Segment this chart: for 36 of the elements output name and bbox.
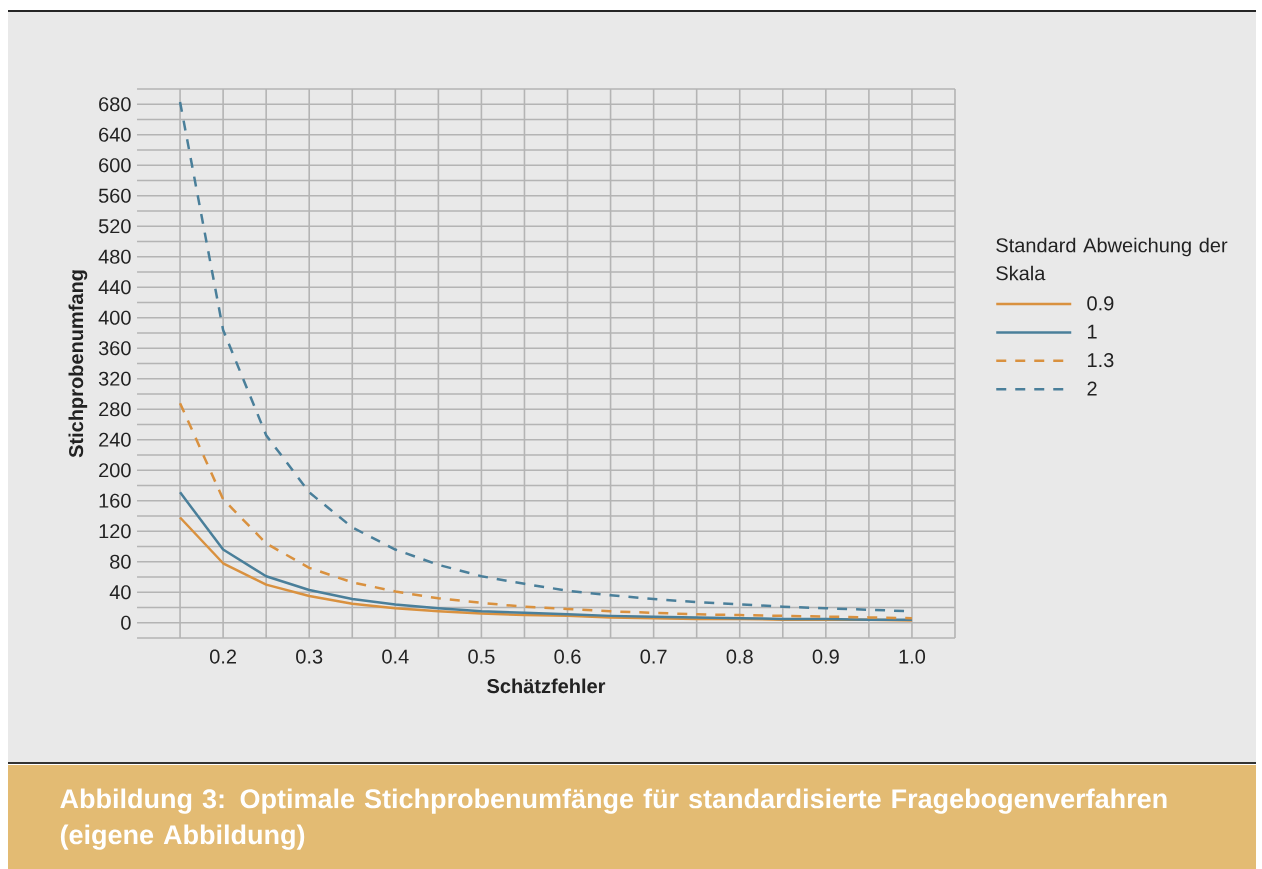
y-tick-label: 520 [98, 219, 131, 234]
y-tick-label: 440 [98, 280, 131, 295]
y-tick-label: 600 [99, 158, 131, 173]
y-tick-label: 480 [98, 249, 131, 264]
y-tick-label: 0 [121, 615, 131, 630]
x-tick-label: 0.8 [726, 649, 753, 664]
y-tick-label: 40 [109, 585, 131, 600]
text: Abbildung 3: Optimale Stichprobenumfänge für standardisierte Fragebogenverfahren (eigene Abbildung) [60, 788, 1167, 850]
y-tick-label: 240 [99, 432, 131, 447]
legend-label: 1.3 [1088, 353, 1114, 368]
y-axis-title: Stichprobenumfang [68, 270, 88, 458]
y-tick-label: 680 [99, 97, 131, 112]
y-tick-label: 640 [99, 127, 131, 142]
y-tick-label: 400 [98, 310, 131, 325]
legend-label: 0.9 [1087, 296, 1114, 311]
x-axis-title: Schätzfehler [487, 678, 606, 694]
x-tick-label: 0.9 [812, 649, 839, 664]
x-tick-label: 0.4 [382, 649, 409, 664]
legend-label: 2 [1087, 381, 1097, 396]
line-series [178, 491, 914, 621]
legend-title: Standard Abweichung der Skala [996, 237, 1228, 281]
x-tick-label: 0.2 [209, 649, 236, 664]
y-tick-label: 160 [99, 493, 131, 508]
x-tick-label: 1.0 [899, 649, 926, 664]
y-tick-label: 80 [110, 554, 131, 569]
x-tick-label: 0.5 [468, 649, 495, 664]
y-tick-label: 200 [99, 463, 131, 478]
y-tick-label: 120 [99, 524, 131, 539]
x-tick-label: 0.6 [554, 649, 581, 664]
y-tick-label: 280 [99, 402, 131, 417]
x-tick-label: 0.3 [296, 649, 323, 664]
y-tick-label: 560 [98, 188, 131, 203]
y-tick-label: 320 [98, 371, 131, 386]
legend-label: 1 [1088, 324, 1097, 339]
y-tick-label: 360 [98, 341, 131, 356]
x-tick-label: 0.7 [640, 649, 667, 664]
